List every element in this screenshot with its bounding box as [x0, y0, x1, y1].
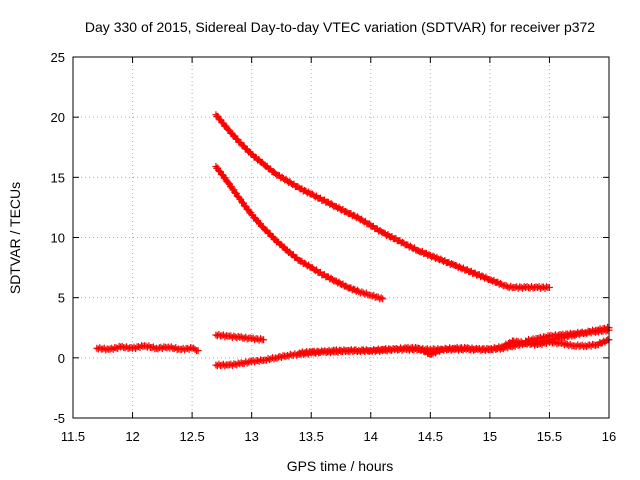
- data-point: [260, 336, 268, 344]
- ticks: 11.5 12 12.5 13 13.5 14 14.5 15 15.5 16 -5 0 5 10 15 20…: [51, 50, 617, 444]
- data-trace: [428, 252, 445, 264]
- data-trace: [368, 222, 385, 236]
- y-tick-label: 15: [51, 170, 65, 185]
- y-tick-label: 25: [51, 50, 65, 65]
- data-layer: [93, 111, 613, 370]
- x-tick-label: 16: [602, 429, 616, 444]
- x-tick-label: 12: [125, 429, 139, 444]
- data-trace: [213, 164, 231, 186]
- series-arc-short: [212, 330, 268, 344]
- series-arc-lower-decay: [212, 163, 387, 303]
- y-tick-label: -5: [53, 411, 65, 426]
- y-axis-label: SDTVAR / TECUs: [7, 182, 23, 294]
- y-tick-label: 20: [51, 110, 65, 125]
- data-trace: [213, 112, 231, 132]
- data-point: [545, 283, 553, 291]
- x-tick-label: 11.5: [61, 429, 85, 444]
- grid: [73, 57, 609, 418]
- series-arc-rising-b: [295, 336, 613, 358]
- x-tick-label: 14.5: [418, 429, 443, 444]
- data-trace: [237, 139, 255, 157]
- data-trace: [225, 126, 243, 146]
- x-axis-label: GPS time / hours: [287, 458, 394, 474]
- x-tick-label: 15.5: [537, 429, 562, 444]
- data-trace: [285, 178, 302, 191]
- data-trace: [505, 282, 516, 292]
- data-trace: [273, 171, 290, 184]
- data-trace: [249, 151, 266, 167]
- y-tick-label: 10: [51, 231, 65, 246]
- series-arc-late: [522, 326, 613, 345]
- x-tick-label: 15: [483, 429, 497, 444]
- x-tick-label: 13: [244, 429, 258, 444]
- y-tick-label: 5: [58, 291, 65, 306]
- data-trace: [261, 161, 278, 176]
- data-trace: [499, 281, 510, 290]
- data-point: [498, 280, 506, 288]
- series-arc-early: [93, 342, 202, 355]
- x-tick-label: 14: [364, 429, 378, 444]
- data-trace: [356, 215, 373, 228]
- data-trace: [237, 195, 255, 217]
- data-trace: [261, 225, 278, 244]
- x-tick-label: 13.5: [299, 429, 324, 444]
- data-trace: [273, 238, 290, 254]
- x-tick-label: 12.5: [179, 429, 204, 444]
- data-trace: [249, 211, 267, 231]
- data-point: [545, 338, 553, 346]
- data-point: [379, 295, 387, 303]
- data-trace: [190, 344, 201, 355]
- chart-title: Day 330 of 2015, Sidereal Day-to-day VTE…: [85, 19, 595, 35]
- data-trace: [440, 257, 457, 268]
- series-arc-upper-decay: [212, 111, 553, 292]
- data-point: [194, 347, 202, 355]
- y-tick-label: 0: [58, 351, 65, 366]
- data-trace: [225, 179, 243, 201]
